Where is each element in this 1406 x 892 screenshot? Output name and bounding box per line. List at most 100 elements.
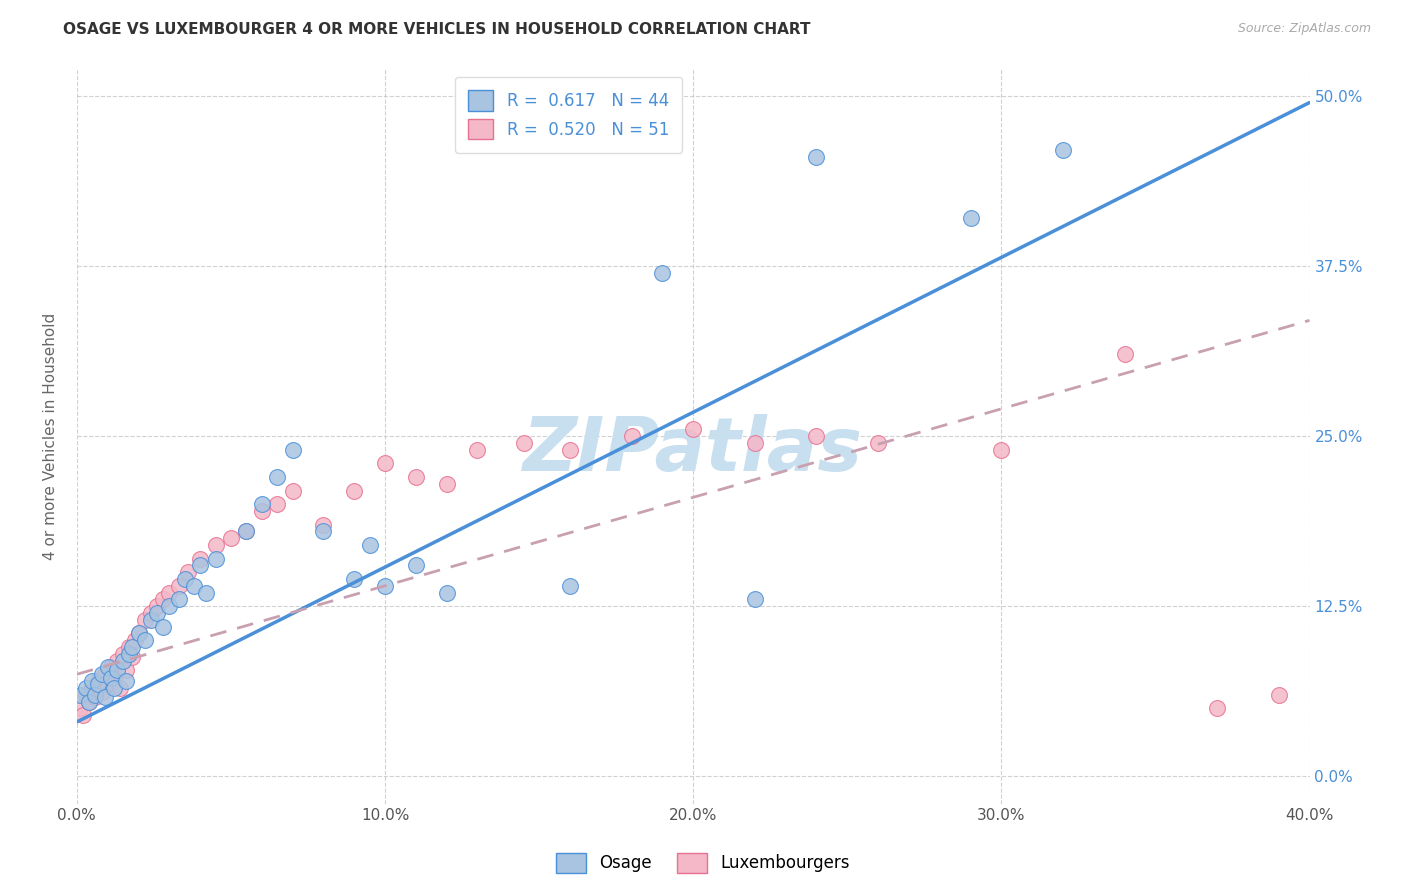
Point: [124, 633, 146, 648]
Point: [105, 663, 128, 677]
Point: [235, 524, 257, 539]
Point: [103, 681, 125, 695]
Point: [744, 592, 766, 607]
Point: [128, 626, 150, 640]
Point: [374, 579, 396, 593]
Point: [990, 442, 1012, 457]
Text: OSAGE VS LUXEMBOURGER 4 OR MORE VEHICLES IN HOUSEHOLD CORRELATION CHART: OSAGE VS LUXEMBOURGER 4 OR MORE VEHICLES…: [63, 22, 811, 37]
Text: ZIPatlas: ZIPatlas: [523, 414, 863, 487]
Point: [121, 649, 143, 664]
Point: [77, 694, 100, 708]
Point: [121, 640, 143, 654]
Point: [204, 538, 226, 552]
Point: [167, 592, 190, 607]
Point: [84, 690, 107, 705]
Point: [72, 708, 94, 723]
Point: [188, 558, 211, 573]
Point: [75, 681, 97, 695]
Point: [105, 654, 128, 668]
Point: [69, 701, 91, 715]
Point: [343, 483, 366, 498]
Point: [1114, 347, 1136, 361]
Point: [467, 442, 489, 457]
Point: [868, 435, 890, 450]
Point: [115, 674, 138, 689]
Y-axis label: 4 or more Vehicles in Household: 4 or more Vehicles in Household: [44, 312, 58, 559]
Point: [108, 681, 131, 695]
Point: [69, 688, 91, 702]
Point: [118, 640, 141, 654]
Point: [77, 694, 100, 708]
Point: [558, 442, 581, 457]
Point: [139, 606, 162, 620]
Point: [128, 626, 150, 640]
Point: [146, 599, 169, 614]
Point: [250, 504, 273, 518]
Point: [177, 565, 200, 579]
Point: [183, 579, 205, 593]
Point: [87, 677, 110, 691]
Point: [682, 422, 704, 436]
Point: [134, 613, 156, 627]
Point: [195, 585, 218, 599]
Point: [806, 429, 828, 443]
Point: [436, 585, 458, 599]
Point: [744, 435, 766, 450]
Legend: R =  0.617   N = 44, R =  0.520   N = 51: R = 0.617 N = 44, R = 0.520 N = 51: [456, 77, 682, 153]
Point: [359, 538, 381, 552]
Point: [152, 592, 174, 607]
Point: [103, 672, 125, 686]
Point: [146, 606, 169, 620]
Point: [134, 633, 156, 648]
Point: [167, 579, 190, 593]
Point: [651, 266, 673, 280]
Point: [100, 660, 122, 674]
Point: [115, 663, 138, 677]
Point: [152, 620, 174, 634]
Point: [188, 551, 211, 566]
Point: [312, 524, 335, 539]
Point: [139, 613, 162, 627]
Point: [1267, 688, 1289, 702]
Point: [97, 677, 120, 691]
Text: Source: ZipAtlas.com: Source: ZipAtlas.com: [1237, 22, 1371, 36]
Point: [266, 497, 288, 511]
Point: [112, 647, 135, 661]
Point: [173, 572, 195, 586]
Point: [93, 690, 115, 705]
Point: [82, 681, 104, 695]
Point: [93, 667, 115, 681]
Legend: Osage, Luxembourgers: Osage, Luxembourgers: [550, 847, 856, 880]
Point: [90, 685, 112, 699]
Point: [75, 688, 97, 702]
Point: [436, 476, 458, 491]
Point: [87, 674, 110, 689]
Point: [118, 647, 141, 661]
Point: [374, 456, 396, 470]
Point: [959, 211, 981, 226]
Point: [112, 654, 135, 668]
Point: [235, 524, 257, 539]
Point: [806, 150, 828, 164]
Point: [84, 688, 107, 702]
Point: [281, 483, 304, 498]
Point: [90, 667, 112, 681]
Point: [250, 497, 273, 511]
Point: [558, 579, 581, 593]
Point: [405, 558, 427, 573]
Point: [281, 442, 304, 457]
Point: [157, 599, 180, 614]
Point: [219, 531, 242, 545]
Point: [100, 672, 122, 686]
Point: [405, 470, 427, 484]
Point: [97, 660, 120, 674]
Point: [82, 674, 104, 689]
Point: [1052, 143, 1074, 157]
Point: [1206, 701, 1229, 715]
Point: [204, 551, 226, 566]
Point: [620, 429, 643, 443]
Point: [343, 572, 366, 586]
Point: [266, 470, 288, 484]
Point: [157, 585, 180, 599]
Point: [312, 517, 335, 532]
